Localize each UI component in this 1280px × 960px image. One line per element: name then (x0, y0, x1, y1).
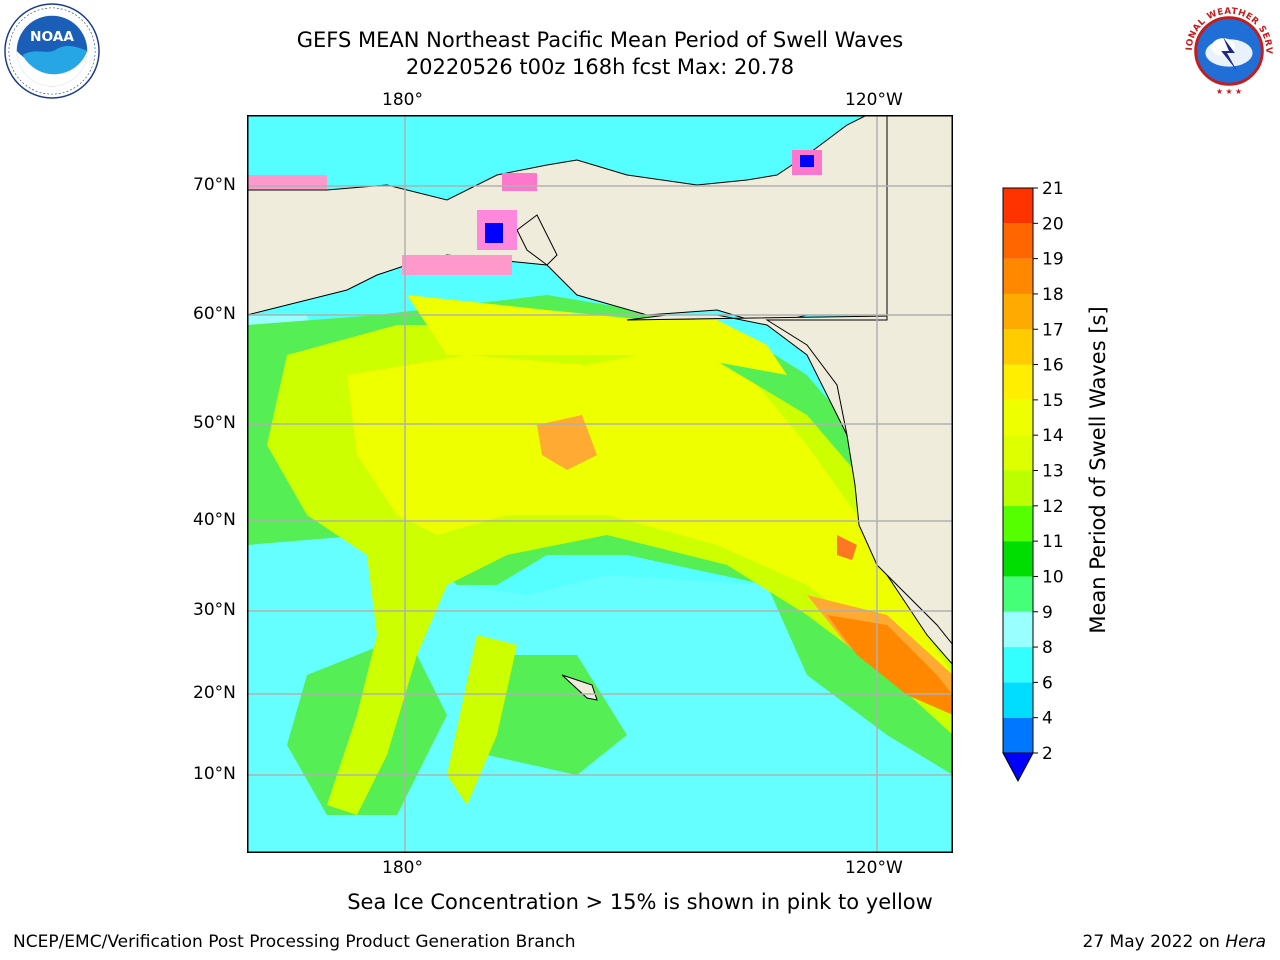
field-yellow-green-2 (447, 635, 517, 805)
field-yellow (347, 345, 953, 705)
lat-label-30n: 30°N (193, 600, 236, 620)
colorbar-segment (1003, 293, 1033, 330)
lat-label-20n: 20°N (193, 683, 236, 703)
colorbar-segment (1003, 258, 1033, 294)
colorbar-segment (1003, 223, 1033, 259)
colorbar-tick-label: 20 (1042, 214, 1064, 234)
map-title: GEFS MEAN Northeast Pacific Mean Period … (296, 28, 904, 52)
field-orange-calif (837, 535, 857, 560)
colorbar-tick-label: 8 (1042, 638, 1053, 658)
colorbar-segment (1003, 647, 1033, 683)
lat-label-70n: 70°N (193, 175, 236, 195)
colorbar-segment (1003, 399, 1033, 436)
colorbar-tick-label: 18 (1042, 285, 1064, 305)
noaa-logo-text: NOAA (30, 29, 74, 45)
colorbar-tick-label: 16 (1042, 356, 1064, 376)
lon-label-bottom-120w: 120°W (845, 858, 903, 878)
svg-text:★ ★ ★: ★ ★ ★ (1216, 87, 1242, 96)
colorbar: 2 4 6 8 9 10 11 12 13 14 15 16 17 18 19 20 21 (1002, 180, 1064, 783)
colorbar-extend-triangle (1002, 752, 1034, 783)
lon-label-bottom-180: 180° (382, 858, 423, 878)
colorbar-tick-label: 11 (1042, 532, 1064, 552)
colorbar-tick-label: 17 (1042, 320, 1064, 340)
field-orange-coast-2 (827, 615, 953, 715)
lat-label-50n: 50°N (193, 413, 236, 433)
land-alaska-west (516, 214, 558, 266)
graticule (247, 115, 953, 853)
lat-label-60n: 60°N (193, 304, 236, 324)
sea-ice-chukchi (502, 173, 537, 191)
colorbar-label: Mean Period of Swell Waves [s] (1086, 306, 1110, 634)
swell-period-map (247, 115, 953, 853)
footer-date: 27 May 2022 on Hera (1083, 932, 1267, 952)
colorbar-tick-label: 2 (1042, 744, 1053, 764)
sea-ice-footnote: Sea Ice Concentration > 15% is shown in … (347, 890, 933, 914)
colorbar-segment (1003, 717, 1033, 753)
footer-credit: NCEP/EMC/Verification Post Processing Pr… (13, 932, 576, 952)
map-subtitle: 20220526 t00z 168h fcst Max: 20.78 (405, 55, 795, 79)
colorbar-tick-label: 21 (1042, 180, 1064, 199)
colorbar-tick-label: 9 (1042, 603, 1053, 623)
lon-label-top-120w: 120°W (845, 90, 903, 110)
colorbar-tick-label: 19 (1042, 250, 1064, 270)
field-orange-central (537, 415, 597, 470)
colorbar-tick-label: 12 (1042, 497, 1064, 517)
footer-host: Hera (1225, 932, 1266, 952)
lon-label-top-180: 180° (382, 90, 423, 110)
colorbar-tick-label: 10 (1042, 567, 1064, 587)
sea-ice-bering-core (485, 223, 503, 243)
colorbar-segment (1003, 470, 1033, 506)
footer-date-text: 27 May 2022 on (1082, 932, 1226, 952)
sea-ice-beaufort-core (800, 155, 814, 167)
colorbar-tick-label: 6 (1042, 673, 1053, 693)
colorbar-segment (1003, 576, 1033, 612)
colorbar-tick-label: 14 (1042, 426, 1064, 446)
lat-label-10n: 10°N (193, 764, 236, 784)
colorbar-segment (1003, 329, 1033, 365)
colorbar-segment (1003, 611, 1033, 648)
nws-logo: NATIONAL WEATHER SERVICE ★ ★ ★ (1180, 2, 1277, 99)
map-border (247, 115, 953, 853)
sea-ice-norton (402, 255, 512, 275)
lat-label-40n: 40°N (193, 510, 236, 530)
colorbar-tick-label: 15 (1042, 391, 1064, 411)
colorbar-segment (1003, 364, 1033, 400)
colorbar-segment (1003, 435, 1033, 471)
colorbar-tick-label: 13 (1042, 462, 1064, 482)
sea-ice-arctic-west (247, 175, 327, 189)
colorbar-segment (1003, 682, 1033, 718)
colorbar-tick-label: 4 (1042, 709, 1053, 729)
colorbar-segment (1003, 505, 1033, 542)
land-west-coast (765, 115, 953, 646)
colorbar-segment (1003, 541, 1033, 577)
colorbar-segment (1003, 188, 1033, 224)
noaa-logo: NOAA (4, 3, 100, 99)
